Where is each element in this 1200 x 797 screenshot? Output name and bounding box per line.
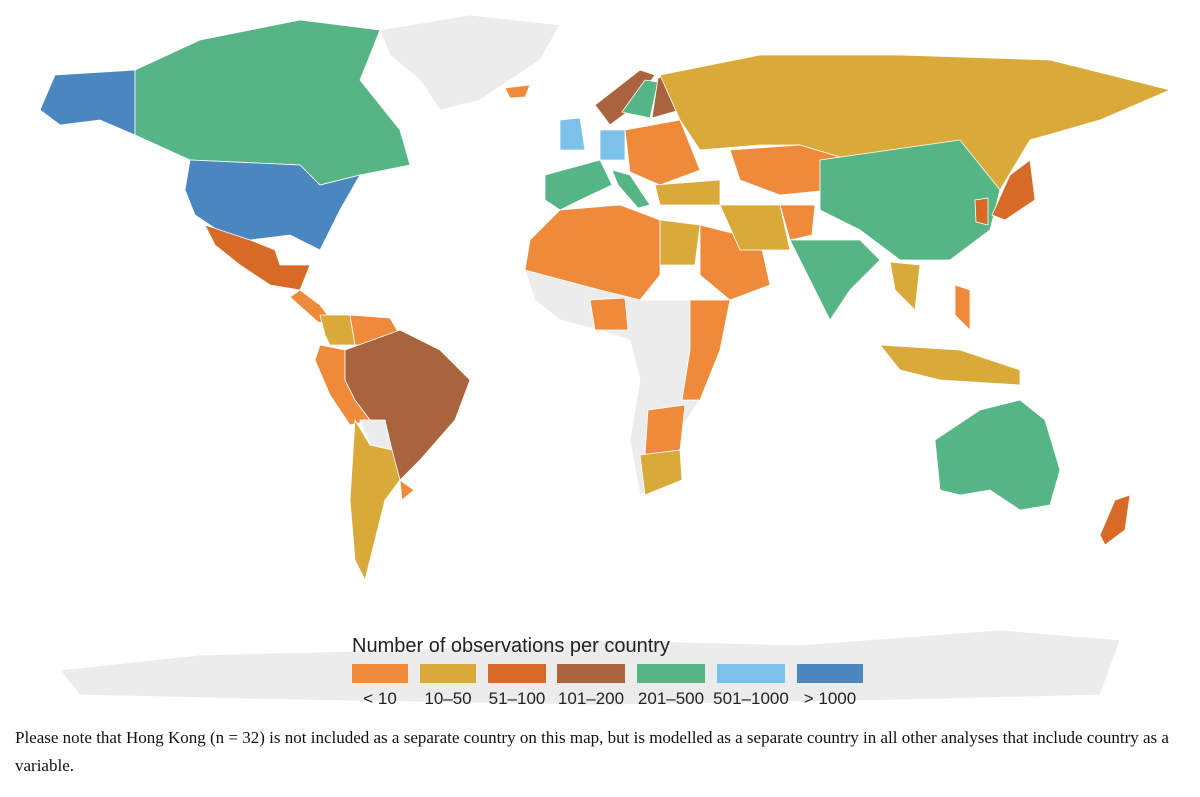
caption: Please note that Hong Kong (n = 32) is n… [15, 728, 1169, 775]
nigeria [589, 297, 629, 331]
italy [611, 169, 651, 209]
iran [719, 204, 791, 251]
canada [134, 19, 411, 186]
legend-swatch [352, 664, 408, 683]
countries [39, 14, 1172, 706]
colombia [319, 314, 356, 346]
uk [559, 117, 586, 151]
legend-title: Number of observations per country [352, 635, 670, 657]
uruguay [399, 479, 415, 501]
new-zealand [1099, 494, 1131, 546]
east-africa [681, 299, 731, 401]
greenland [379, 14, 561, 111]
western-europe [544, 159, 613, 211]
argentina-chile [349, 418, 401, 582]
mexico [204, 224, 311, 291]
korea [974, 197, 989, 226]
legend-swatch [717, 664, 785, 683]
brazil [344, 329, 471, 481]
indonesia [879, 344, 1021, 386]
legend-label: < 10 [363, 689, 397, 708]
india [789, 239, 881, 321]
afghanistan [779, 204, 816, 241]
legend-label: 51–100 [489, 689, 546, 708]
world-map: Number of observations per country < 10 1… [39, 14, 1172, 708]
japan [991, 159, 1036, 221]
legend-swatch [488, 664, 546, 683]
australia [934, 399, 1061, 511]
legend-label: 10–50 [424, 689, 471, 708]
legend-label: 501–1000 [713, 689, 789, 708]
south-africa [639, 449, 683, 496]
legend-swatch [797, 664, 863, 683]
germany [599, 129, 626, 161]
egypt [659, 219, 701, 266]
usa [184, 159, 361, 251]
southern-africa [644, 404, 686, 456]
eastern-europe [624, 119, 701, 186]
legend-swatch [420, 664, 476, 683]
legend-label: 101–200 [558, 689, 624, 708]
china [819, 139, 1001, 261]
philippines [954, 284, 971, 331]
alaska [39, 69, 136, 136]
legend-label: 201–500 [638, 689, 704, 708]
southeast-asia [889, 261, 921, 311]
turkey [654, 179, 721, 206]
iceland [504, 84, 531, 99]
legend-label: > 1000 [804, 689, 856, 708]
legend: < 10 10–50 51–100 101–200 201–500 501–1000 > 1… [352, 664, 863, 708]
legend-swatch [557, 664, 625, 683]
legend-swatch [637, 664, 705, 683]
